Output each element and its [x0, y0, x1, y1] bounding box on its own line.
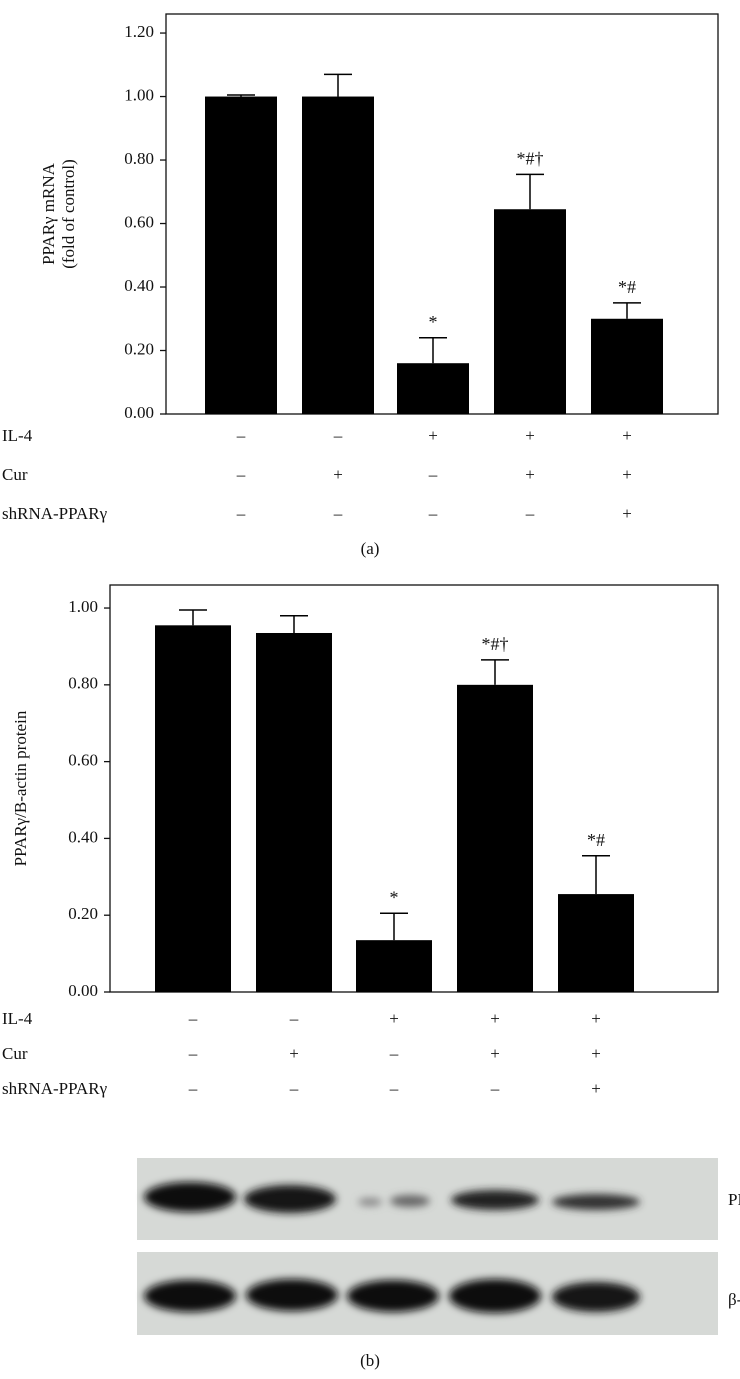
condition-sign: + [490, 1044, 500, 1063]
significance-label: *#† [517, 148, 544, 168]
y-tick-label: 0.80 [68, 674, 98, 693]
y-tick-label: 0.60 [124, 212, 154, 231]
y-axis-label: PPARγ/B-actin protein [11, 710, 30, 866]
bar [397, 363, 469, 414]
condition-sign: – [333, 426, 343, 445]
condition-sign: – [389, 1044, 399, 1063]
condition-sign: – [289, 1079, 299, 1098]
condition-sign: – [333, 504, 343, 523]
bar [356, 940, 432, 992]
bar [155, 625, 231, 992]
bar [494, 209, 566, 414]
condition-sign: + [490, 1009, 500, 1028]
condition-sign: + [525, 426, 535, 445]
blot-label: β-Actin [728, 1290, 740, 1309]
y-tick-label: 0.00 [68, 981, 98, 1000]
condition-sign: – [289, 1009, 299, 1028]
y-tick-label: 0.20 [124, 339, 154, 358]
y-tick-label: 0.80 [124, 149, 154, 168]
y-tick-label: 1.20 [124, 22, 154, 41]
bar [558, 894, 634, 992]
condition-sign: + [525, 465, 535, 484]
condition-label: IL-4 [2, 1009, 33, 1028]
condition-sign: – [188, 1009, 198, 1028]
bar [205, 96, 277, 415]
bar [457, 684, 533, 992]
y-tick-label: 1.00 [124, 85, 154, 104]
condition-sign: + [591, 1079, 601, 1098]
western-blot: PPARγ β-Actin [137, 1158, 740, 1335]
y-axis-label: PPARγ mRNA [39, 162, 58, 265]
bar [302, 96, 374, 415]
condition-sign: + [333, 465, 343, 484]
y-tick-label: 0.60 [68, 751, 98, 770]
condition-sign: – [188, 1044, 198, 1063]
condition-sign: – [389, 1079, 399, 1098]
bar [256, 632, 332, 992]
condition-sign: – [236, 504, 246, 523]
significance-label: *# [618, 277, 636, 297]
condition-sign: + [622, 426, 632, 445]
condition-label: Cur [2, 465, 28, 484]
condition-sign: – [490, 1079, 500, 1098]
y-tick-label: 0.40 [68, 827, 98, 846]
panel-label: (b) [360, 1351, 380, 1370]
condition-sign: + [591, 1044, 601, 1063]
condition-sign: – [525, 504, 535, 523]
y-tick-label: 0.00 [124, 403, 154, 422]
significance-label: * [390, 887, 399, 907]
condition-sign: – [428, 465, 438, 484]
condition-sign: – [428, 504, 438, 523]
y-axis-label: (fold of control) [59, 159, 78, 269]
condition-sign: + [428, 426, 438, 445]
condition-sign: – [188, 1079, 198, 1098]
condition-sign: – [236, 465, 246, 484]
condition-sign: + [389, 1009, 399, 1028]
condition-label: Cur [2, 1044, 28, 1063]
condition-label: shRNA-PPARγ [2, 1079, 108, 1098]
condition-sign: – [236, 426, 246, 445]
condition-sign: + [289, 1044, 299, 1063]
significance-label: * [429, 312, 438, 332]
significance-label: *#† [482, 634, 509, 654]
panel-label: (a) [361, 539, 380, 558]
y-tick-label: 0.20 [68, 904, 98, 923]
condition-sign: + [591, 1009, 601, 1028]
condition-sign: + [622, 465, 632, 484]
condition-sign: + [622, 504, 632, 523]
condition-label: shRNA-PPARγ [2, 504, 108, 523]
significance-label: *# [587, 830, 605, 850]
condition-label: IL-4 [2, 426, 33, 445]
y-tick-label: 0.40 [124, 276, 154, 295]
blot-label: PPARγ [728, 1190, 740, 1209]
bar [591, 318, 663, 414]
y-tick-label: 1.00 [68, 597, 98, 616]
